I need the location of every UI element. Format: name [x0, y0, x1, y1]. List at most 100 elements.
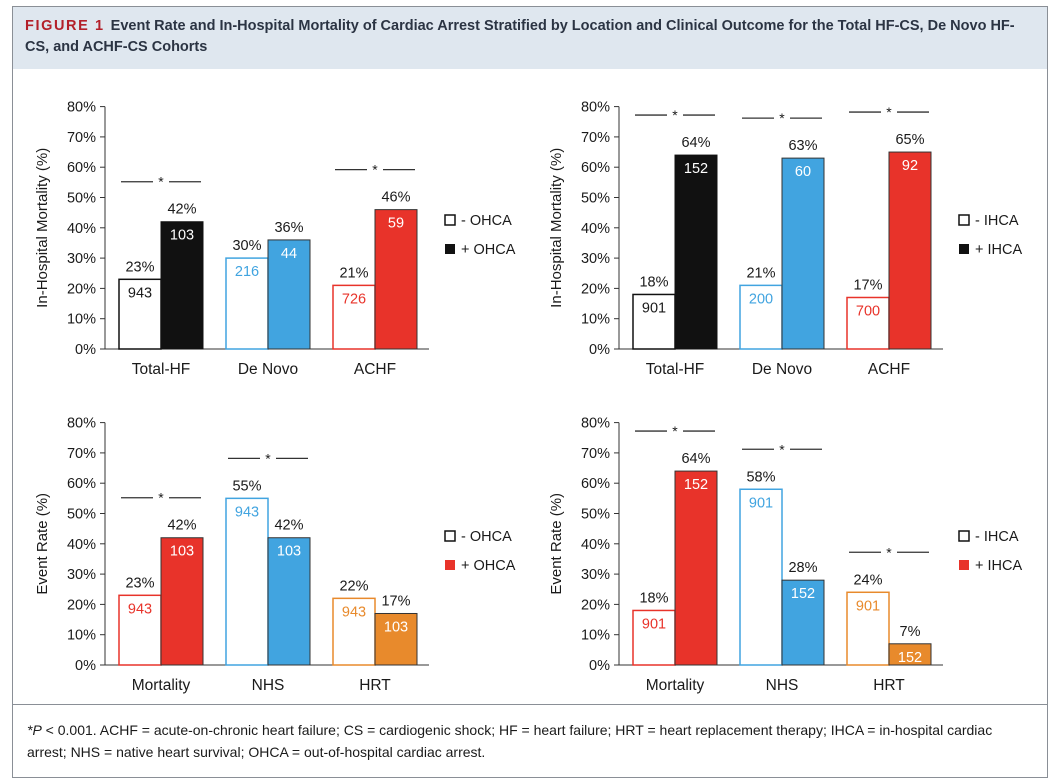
count-plus-1: 60	[795, 164, 811, 180]
y-tick-label: 80%	[581, 416, 610, 432]
pct-label-plus-1: 36%	[274, 220, 303, 236]
legend-swatch-minus	[958, 530, 970, 542]
sig-marker-0: *	[158, 490, 164, 506]
legend-label-plus: + OHCA	[461, 558, 516, 574]
legend-label-plus: + IHCA	[975, 242, 1022, 258]
count-plus-0: 103	[170, 544, 194, 560]
y-tick-label: 20%	[581, 281, 610, 297]
bar-plus-0	[160, 221, 204, 350]
y-tick-label: 60%	[67, 160, 96, 176]
count-plus-2: 59	[388, 216, 404, 232]
y-tick-label: 0%	[75, 342, 96, 358]
y-tick-label: 80%	[581, 100, 610, 116]
category-label-2: ACHF	[868, 361, 910, 378]
chart-ohca-event-rate: Event Rate (%) 0% 10% 20% 30% 40% 50% 60% 70% 80%…	[34, 416, 516, 694]
footnote-text: < 0.001. ACHF = acute-on-chronic heart f…	[27, 722, 993, 760]
y-tick-label: 0%	[75, 658, 96, 674]
category-label-0: Mortality	[132, 677, 191, 694]
panel-ihca-mortality: In-Hospital Mortality (%) 0% 10% 20% 30% 40% 5…	[527, 75, 1047, 391]
figure-header: FIGURE 1 Event Rate and In-Hospital Morta…	[13, 7, 1047, 69]
pct-label-plus-0: 42%	[167, 518, 196, 534]
count-minus-2: 700	[856, 303, 880, 319]
bar-plus-2	[374, 612, 418, 666]
legend-swatch-minus	[444, 530, 456, 542]
pct-label-plus-2: 46%	[381, 190, 410, 206]
sig-marker-0: *	[672, 423, 678, 439]
count-minus-2: 943	[342, 604, 366, 620]
y-tick-label: 50%	[67, 507, 96, 523]
legend-swatch-plus	[959, 244, 969, 254]
count-minus-0: 943	[128, 285, 152, 301]
y-tick-label: 70%	[581, 446, 610, 462]
bar-plus-1	[781, 579, 825, 666]
category-label-1: De Novo	[238, 361, 298, 378]
sig-marker-1: *	[779, 110, 785, 126]
y-tick-label: 40%	[67, 221, 96, 237]
bar-minus-1	[225, 257, 269, 350]
figure-label: FIGURE 1	[25, 18, 105, 34]
pct-label-minus-1: 30%	[232, 238, 261, 254]
bar-minus-2	[332, 284, 376, 350]
y-tick-label: 0%	[589, 658, 610, 674]
pct-label-plus-0: 64%	[681, 451, 710, 467]
y-tick-label: 10%	[67, 312, 96, 328]
y-tick-label: 60%	[581, 160, 610, 176]
footnote: *P < 0.001. ACHF = acute-on-chronic hear…	[27, 719, 1027, 763]
bar-plus-1	[267, 537, 311, 666]
charts-area: In-Hospital Mortality (%) 0% 10% 20% 30% 40% 5…	[13, 75, 1047, 705]
bar-minus-0	[632, 293, 676, 350]
bar-minus-2	[846, 591, 890, 666]
pct-label-plus-0: 64%	[681, 135, 710, 151]
legend-label-minus: - OHCA	[461, 529, 512, 545]
category-label-1: NHS	[252, 677, 285, 694]
count-plus-0: 152	[684, 477, 708, 493]
count-plus-0: 152	[684, 161, 708, 177]
count-minus-0: 901	[642, 300, 666, 316]
bar-minus-1	[739, 488, 783, 666]
count-minus-1: 216	[235, 264, 259, 280]
pct-label-minus-1: 58%	[746, 469, 775, 485]
count-minus-2: 901	[856, 598, 880, 614]
pct-label-minus-0: 18%	[639, 590, 668, 606]
pct-label-minus-0: 18%	[639, 274, 668, 290]
legend-swatch-plus	[445, 244, 455, 254]
figure-title: Event Rate and In-Hospital Mortality of …	[25, 18, 1015, 55]
y-tick-label: 20%	[67, 597, 96, 613]
y-tick-label: 50%	[67, 191, 96, 207]
pct-label-plus-1: 42%	[274, 518, 303, 534]
panel-ohca-mortality: In-Hospital Mortality (%) 0% 10% 20% 30% 40% 5…	[13, 75, 533, 391]
bar-minus-0	[632, 609, 676, 666]
legend-label-plus: + OHCA	[461, 242, 516, 258]
category-label-1: NHS	[766, 677, 799, 694]
count-plus-1: 152	[791, 586, 815, 602]
count-minus-0: 901	[642, 616, 666, 632]
sig-marker-2: *	[886, 104, 892, 120]
count-plus-1: 44	[281, 246, 297, 262]
bar-minus-2	[332, 597, 376, 666]
bar-plus-2	[888, 643, 932, 666]
y-tick-label: 10%	[67, 628, 96, 644]
sig-marker-2: *	[372, 162, 378, 178]
y-tick-label: 0%	[589, 342, 610, 358]
pct-label-minus-0: 23%	[125, 259, 154, 275]
pct-label-plus-0: 42%	[167, 202, 196, 218]
sig-marker-0: *	[672, 107, 678, 123]
bar-minus-1	[225, 497, 269, 666]
pct-label-minus-2: 24%	[853, 572, 882, 588]
category-label-2: HRT	[359, 677, 391, 694]
sig-marker-1: *	[265, 450, 271, 466]
chart-ohca-mortality: In-Hospital Mortality (%) 0% 10% 20% 30% 40% 5…	[34, 100, 516, 378]
count-minus-0: 943	[128, 601, 152, 617]
pct-label-minus-0: 23%	[125, 575, 154, 591]
count-plus-2: 103	[384, 619, 408, 635]
y-tick-label: 30%	[67, 251, 96, 267]
bar-plus-0	[160, 537, 204, 666]
footer-divider	[13, 704, 1047, 705]
pct-label-plus-2: 17%	[381, 593, 410, 609]
bar-plus-0	[674, 154, 718, 350]
legend-label-minus: - IHCA	[975, 213, 1019, 229]
category-label-2: ACHF	[354, 361, 396, 378]
category-label-0: Total-HF	[646, 361, 705, 378]
count-minus-1: 943	[235, 504, 259, 520]
y-tick-label: 30%	[581, 251, 610, 267]
